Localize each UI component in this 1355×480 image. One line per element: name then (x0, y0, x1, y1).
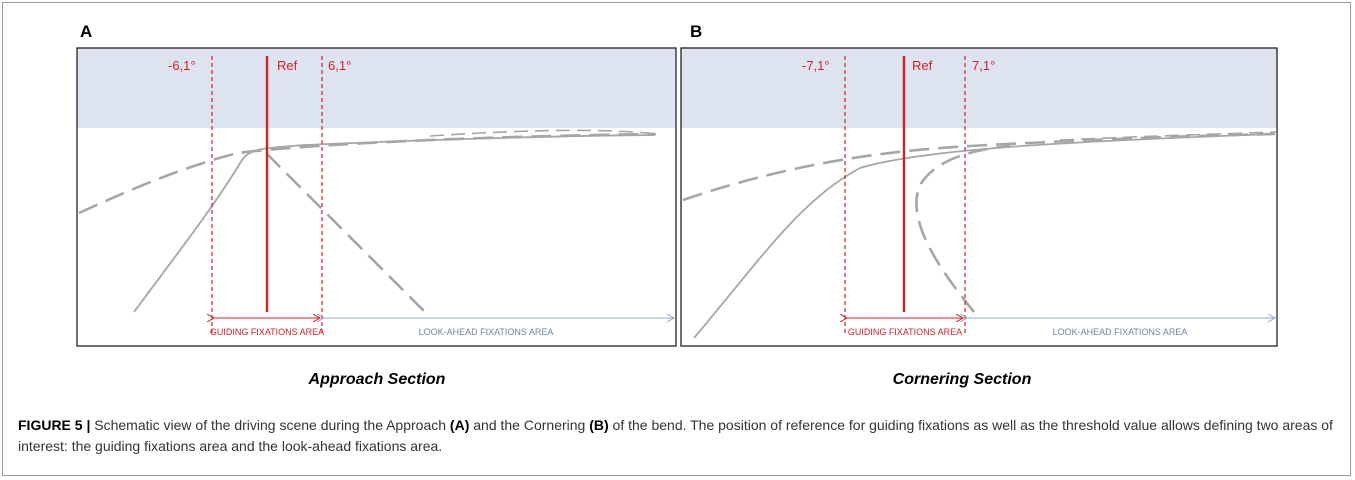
caption-ref-b: (B) (589, 417, 609, 433)
panel-b: -7,1° Ref 7,1° GUIDING FIXATIONS AREA LO… (680, 47, 1278, 347)
panel-b-threshold-right-label: 7,1° (972, 58, 995, 73)
panel-a-road-far-dashed (429, 129, 659, 137)
panel-b-threshold-left-label: -7,1° (802, 58, 830, 73)
panel-a-threshold-left-label: -6,1° (168, 58, 196, 73)
caption-label: FIGURE 5 | (18, 417, 91, 433)
panel-a-section-label: Approach Section (308, 371, 446, 388)
panel-b-road-solid (693, 133, 1276, 339)
caption-part2: and the Cornering (469, 417, 590, 433)
caption-part1: Schematic view of the driving scene duri… (90, 417, 450, 433)
caption-part3: of the bend. The position of reference f… (18, 417, 1333, 454)
panel-a-sky (77, 48, 676, 128)
panel-b-sky (681, 48, 1277, 128)
panel-b-guiding-label: GUIDING FIXATIONS AREA (848, 327, 962, 337)
panel-b-border (680, 47, 1278, 347)
panel-b-lookahead-label: LOOK-AHEAD FIXATIONS AREA (1053, 327, 1188, 337)
figure-caption: FIGURE 5 | Schematic view of the driving… (18, 415, 1338, 457)
panel-b-letter: B (690, 22, 703, 41)
panel-b-section-label: Cornering Section (892, 371, 1032, 388)
panel-a-letter: A (80, 22, 93, 41)
panel-a-road-right-dashed (265, 152, 426, 313)
panel-a-threshold-right-label: 6,1° (328, 58, 351, 73)
panel-a-lookahead-label: LOOK-AHEAD FIXATIONS AREA (419, 327, 554, 337)
panel-b-road-far-dashed (1059, 131, 1277, 141)
panel-b-road-left-dashed (682, 132, 1276, 202)
panel-a-road-solid (133, 134, 656, 313)
panel-a: -6,1° Ref 6,1° GUIDING FIXATIONS AREA LO… (76, 47, 677, 347)
panel-a-guiding-label: GUIDING FIXATIONS AREA (210, 327, 324, 337)
panel-b-ref-label: Ref (912, 58, 933, 73)
panel-a-ref-label: Ref (277, 58, 298, 73)
panel-a-border (76, 47, 677, 347)
panel-a-road-left-dashed (78, 132, 657, 215)
panel-b-road-inner-dashed (915, 144, 1011, 313)
caption-ref-a: (A) (449, 417, 470, 433)
